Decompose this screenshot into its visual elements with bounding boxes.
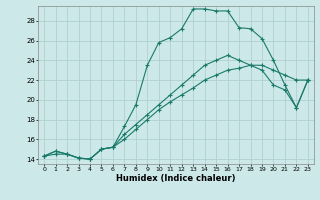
X-axis label: Humidex (Indice chaleur): Humidex (Indice chaleur) (116, 174, 236, 183)
